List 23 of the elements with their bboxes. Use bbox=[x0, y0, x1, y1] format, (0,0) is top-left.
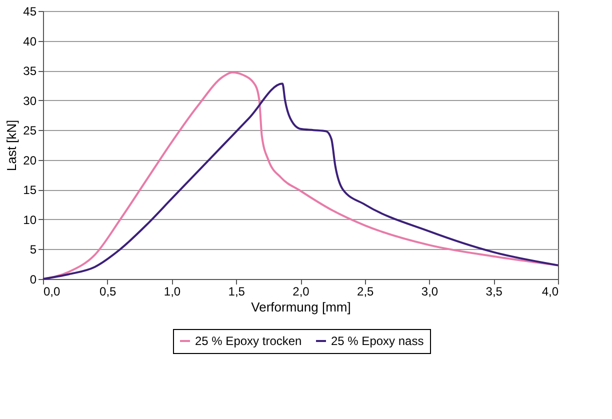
x-tick-label: 0,0 bbox=[44, 284, 61, 298]
x-tick-label: 4,0 bbox=[542, 284, 559, 298]
y-tick-label: 10 bbox=[23, 212, 37, 227]
y-tick-label: 35 bbox=[23, 64, 37, 78]
x-tick-label: 3,0 bbox=[421, 284, 438, 298]
y-axis-title: Last [kN] bbox=[4, 120, 20, 172]
x-tick-label: 3,5 bbox=[486, 284, 503, 298]
y-tick-label: 0 bbox=[30, 272, 37, 286]
legend-label: 25 % Epoxy nass bbox=[331, 334, 424, 348]
x-tick-label: 0,5 bbox=[100, 284, 117, 298]
x-axis-title: Verformung [mm] bbox=[251, 300, 351, 314]
legend-label: 25 % Epoxy trocken bbox=[195, 334, 302, 348]
x-tick-label: 1,5 bbox=[228, 284, 246, 298]
x-tick-label: 2,0 bbox=[292, 284, 310, 298]
y-tick-label: 45 bbox=[23, 4, 37, 18]
y-tick-label: 25 bbox=[23, 124, 37, 138]
x-tick-label: 1,0 bbox=[164, 284, 181, 298]
y-tick-label: 20 bbox=[23, 153, 37, 168]
y-tick-label: 15 bbox=[23, 183, 37, 198]
y-tick-label: 30 bbox=[23, 94, 37, 108]
y-tick-label: 40 bbox=[23, 34, 37, 48]
y-tick-label: 5 bbox=[30, 242, 37, 257]
x-tick-label: 2,5 bbox=[357, 284, 374, 298]
